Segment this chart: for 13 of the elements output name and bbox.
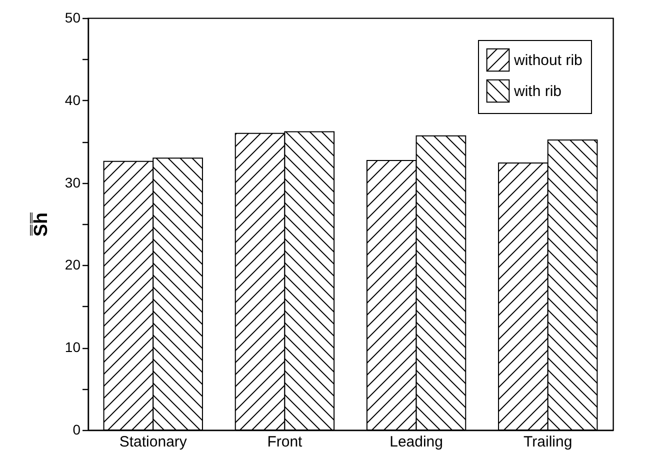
y-tick-label: 40 (64, 92, 81, 108)
y-tick-label: 50 (64, 10, 81, 26)
x-tick-label: Trailing (524, 434, 572, 450)
y-tick-label: 20 (64, 256, 81, 273)
y-tick-label: 10 (64, 339, 81, 356)
x-tick-label: Front (267, 434, 304, 450)
x-tick-label: Stationary (119, 434, 188, 450)
y-tick-label: 0 (72, 422, 81, 438)
y-tick-label: 30 (64, 174, 81, 190)
legend-label: without rib (513, 52, 582, 69)
x-tick-label: Leading (390, 434, 443, 450)
legend-label: with rib (513, 83, 562, 100)
y-axis-title: S̿h̿ (30, 212, 52, 237)
